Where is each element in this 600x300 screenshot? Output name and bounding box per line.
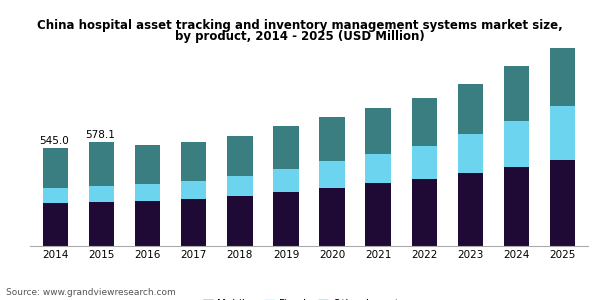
Bar [135,201,160,246]
Bar [135,184,160,201]
Bar [504,121,529,167]
Bar [181,181,206,199]
Bar [273,126,299,169]
Text: 578.1: 578.1 [86,130,115,140]
Bar [181,142,206,181]
Bar [365,108,391,154]
Bar [458,173,483,246]
Bar [43,188,68,203]
Bar [227,136,253,176]
Bar [365,154,391,183]
Bar [504,167,529,246]
Bar [43,203,68,246]
Bar [458,84,483,134]
Bar [227,196,253,246]
Bar [273,169,299,192]
Bar [550,106,575,160]
Bar [273,192,299,246]
Legend: Mobile, Fixed, Other Inventory: Mobile, Fixed, Other Inventory [199,295,419,300]
Bar [319,161,345,188]
Text: Source: www.grandviewresearch.com: Source: www.grandviewresearch.com [6,288,176,297]
Bar [43,148,68,188]
Bar [319,117,345,161]
Text: by product, 2014 - 2025 (USD Million): by product, 2014 - 2025 (USD Million) [175,30,425,43]
Bar [412,146,437,179]
Bar [89,142,114,186]
Text: China hospital asset tracking and inventory management systems market size,: China hospital asset tracking and invent… [37,19,563,32]
Bar [135,145,160,184]
Bar [89,186,114,203]
Bar [319,188,345,246]
Bar [412,179,437,246]
Bar [412,98,437,146]
Bar [227,176,253,196]
Bar [550,46,575,106]
Bar [504,66,529,121]
Text: 545.0: 545.0 [40,136,70,146]
Bar [181,199,206,246]
Bar [458,134,483,173]
Bar [365,183,391,246]
Bar [89,202,114,246]
Bar [550,160,575,246]
